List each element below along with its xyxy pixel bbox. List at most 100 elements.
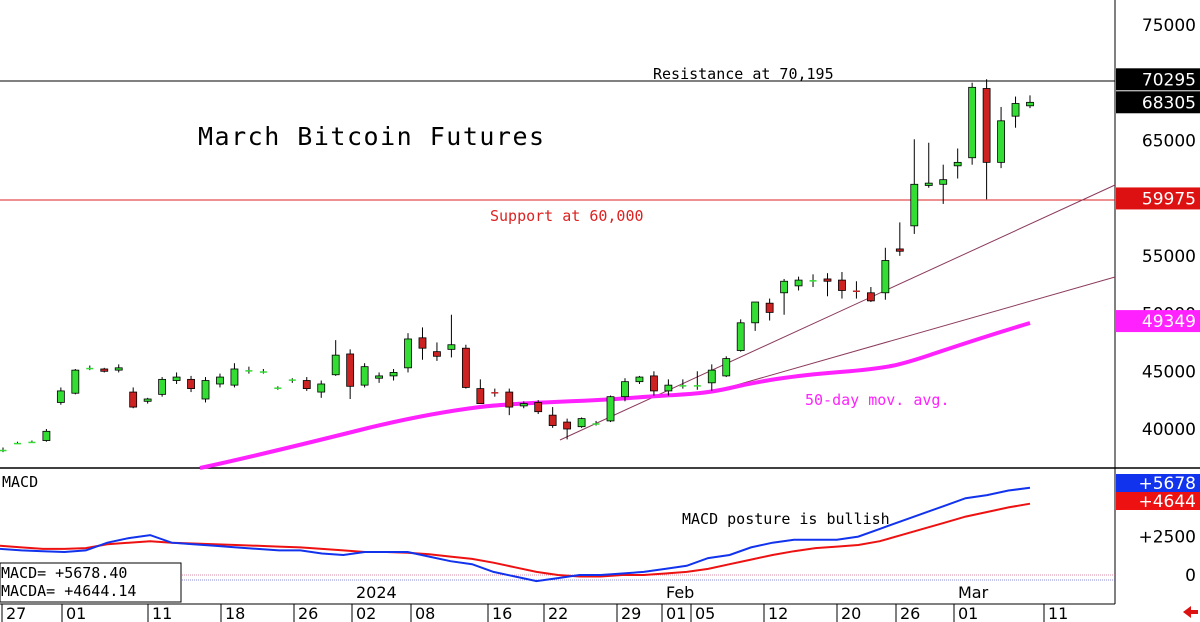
candle xyxy=(100,367,109,373)
candle xyxy=(56,387,65,405)
candle xyxy=(404,333,412,373)
candle xyxy=(143,397,152,404)
candle xyxy=(621,378,629,402)
price-tag-label: 75000 xyxy=(1142,16,1196,36)
candle xyxy=(982,79,991,200)
candle xyxy=(968,82,977,165)
candle xyxy=(461,344,470,389)
y-tick-label: 40000 xyxy=(1142,420,1196,440)
candle xyxy=(259,368,267,374)
x-day-label: 12 xyxy=(768,604,788,622)
candle xyxy=(866,287,875,303)
candle xyxy=(852,281,860,299)
candle xyxy=(172,372,181,384)
candle xyxy=(0,447,7,453)
macd-tick-label: 0 xyxy=(1185,566,1196,586)
candle xyxy=(548,407,557,428)
candle xyxy=(28,440,36,444)
candle xyxy=(418,327,427,360)
candle xyxy=(505,388,514,416)
candle xyxy=(433,342,441,361)
candle xyxy=(751,301,760,331)
x-day-label: 02 xyxy=(356,604,376,622)
candle xyxy=(476,379,485,405)
x-day-label: 01 xyxy=(958,604,978,622)
x-day-label: 05 xyxy=(695,604,715,622)
candle xyxy=(491,388,499,397)
candle xyxy=(360,363,369,388)
candle xyxy=(664,379,673,396)
macd-line xyxy=(0,486,1031,583)
candle xyxy=(910,139,919,234)
x-day-label: 11 xyxy=(1048,604,1068,622)
support-label: Support at 60,000 xyxy=(490,207,644,225)
candle xyxy=(230,363,239,388)
macd-tag xyxy=(1116,474,1200,492)
candle xyxy=(114,364,123,373)
readout-box xyxy=(0,562,182,603)
x-day-label: 08 xyxy=(415,604,435,622)
candle xyxy=(823,273,832,297)
y-tick-label: 65000 xyxy=(1142,131,1196,151)
price-axis: 5000040000450005500065000750007029568305… xyxy=(1116,16,1200,440)
candle xyxy=(809,274,817,288)
x-day-label: 11 xyxy=(152,604,172,622)
macd-readout: MACD= +5678.40 xyxy=(1,564,127,582)
resistance-label: Resistance at 70,195 xyxy=(653,65,834,83)
candle xyxy=(288,378,296,383)
candle xyxy=(679,379,687,389)
frame xyxy=(0,0,1200,605)
candle xyxy=(635,375,644,384)
x-month-label: Mar xyxy=(958,583,989,602)
ma-label: 50-day mov. avg. xyxy=(805,391,950,409)
candle xyxy=(1026,95,1034,109)
candle xyxy=(577,417,586,428)
candle xyxy=(1011,96,1020,128)
candle xyxy=(895,222,904,256)
candle xyxy=(317,380,326,398)
candle xyxy=(953,148,962,179)
candle xyxy=(447,314,456,358)
candle xyxy=(13,441,21,445)
candle xyxy=(245,366,253,374)
macd-tag-label: +5678 xyxy=(1138,474,1196,494)
trendline-lower xyxy=(704,276,1116,395)
x-day-label: 20 xyxy=(841,604,861,622)
candles xyxy=(0,79,1034,453)
y-tick-label: 45000 xyxy=(1142,362,1196,382)
x-month-label: 2024 xyxy=(356,583,397,602)
candle xyxy=(274,386,282,390)
candle xyxy=(375,372,383,383)
candle xyxy=(997,106,1005,169)
macd-axis: +2500 0 +5678+4644 xyxy=(1116,474,1200,586)
chart-title: March Bitcoin Futures xyxy=(198,122,546,151)
y-tick-label: 55000 xyxy=(1142,247,1196,267)
candle xyxy=(71,368,80,395)
price-tag xyxy=(1116,91,1200,114)
macd-tag-label: +4644 xyxy=(1138,492,1196,512)
x-day-label: 01 xyxy=(66,604,86,622)
price-tag xyxy=(1116,187,1200,210)
x-day-label: 16 xyxy=(492,604,512,622)
candle xyxy=(129,387,138,409)
price-tag-label: 49349 xyxy=(1142,312,1196,332)
candle xyxy=(201,377,210,403)
candle xyxy=(794,276,803,291)
candle xyxy=(736,319,745,352)
ma50-line xyxy=(199,321,1031,470)
price-tag xyxy=(1116,310,1200,333)
candle xyxy=(707,364,716,391)
x-day-label: 29 xyxy=(621,604,641,622)
candle xyxy=(389,368,398,381)
macd-annotation: MACD posture is bullish xyxy=(682,510,890,528)
x-axis: 27 01 11 18 26 02 08 16 22 29 01 05 12 20 26 01 11 2024 Fe… xyxy=(1,583,1068,622)
x-day-label: 01 xyxy=(666,604,686,622)
x-day-label: 18 xyxy=(225,604,245,622)
candle xyxy=(86,365,94,371)
scroll-arrow-icon[interactable] xyxy=(1183,606,1198,618)
candle xyxy=(924,142,933,188)
macd-tag xyxy=(1116,492,1200,510)
candle xyxy=(838,272,846,299)
x-day-label: 26 xyxy=(298,604,318,622)
